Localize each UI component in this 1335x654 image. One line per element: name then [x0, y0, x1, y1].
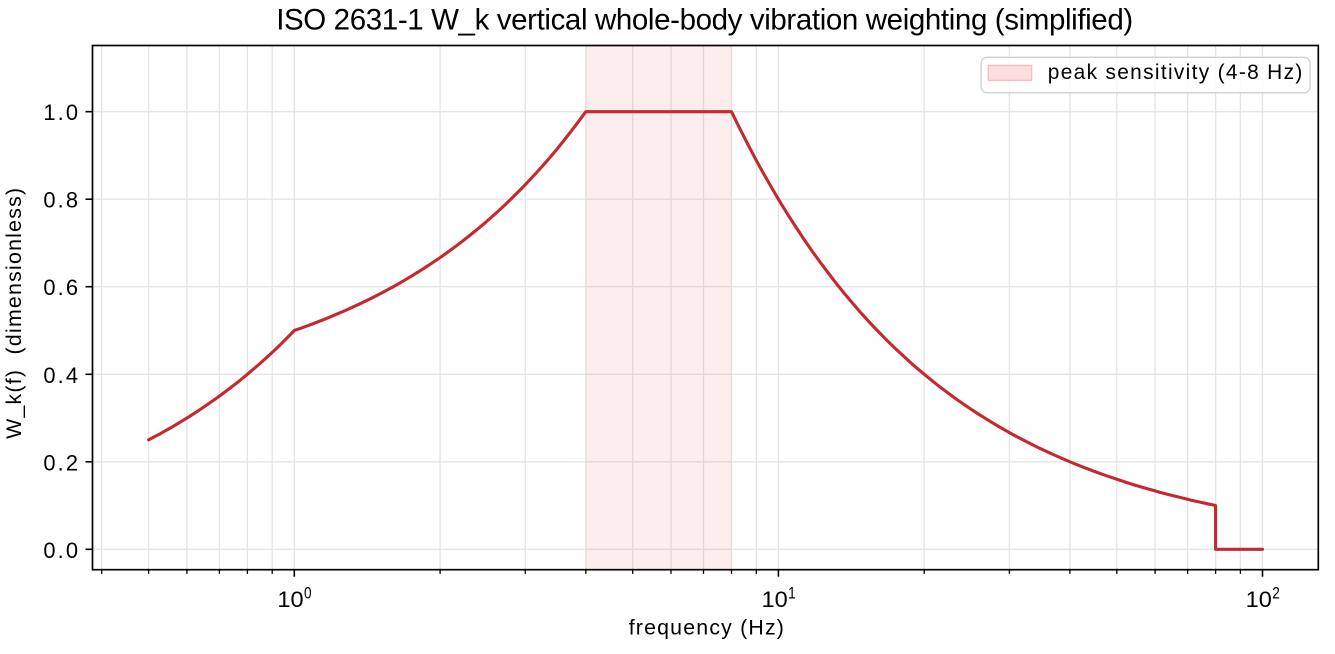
svg-text:0.2: 0.2: [43, 450, 78, 475]
svg-text:peak sensitivity (4-8 Hz): peak sensitivity (4-8 Hz): [1048, 61, 1303, 84]
svg-text:0.0: 0.0: [43, 538, 78, 563]
svg-text:0.4: 0.4: [43, 363, 78, 388]
svg-text:10: 10: [1246, 587, 1272, 612]
svg-text:0.6: 0.6: [43, 275, 78, 300]
svg-text:W_k(f) (dimensionless): W_k(f) (dimensionless): [2, 188, 26, 439]
svg-text:1.0: 1.0: [43, 100, 78, 125]
svg-text:frequency (Hz): frequency (Hz): [629, 616, 784, 640]
svg-text:10: 10: [762, 587, 788, 612]
svg-text:ISO 2631-1 W_k vertical whole-: ISO 2631-1 W_k vertical whole-body vibra…: [276, 3, 1133, 36]
svg-text:0.8: 0.8: [43, 188, 78, 213]
svg-text:10: 10: [277, 587, 303, 612]
svg-text:0: 0: [304, 584, 312, 603]
svg-text:1: 1: [788, 584, 796, 603]
svg-text:2: 2: [1272, 584, 1280, 603]
